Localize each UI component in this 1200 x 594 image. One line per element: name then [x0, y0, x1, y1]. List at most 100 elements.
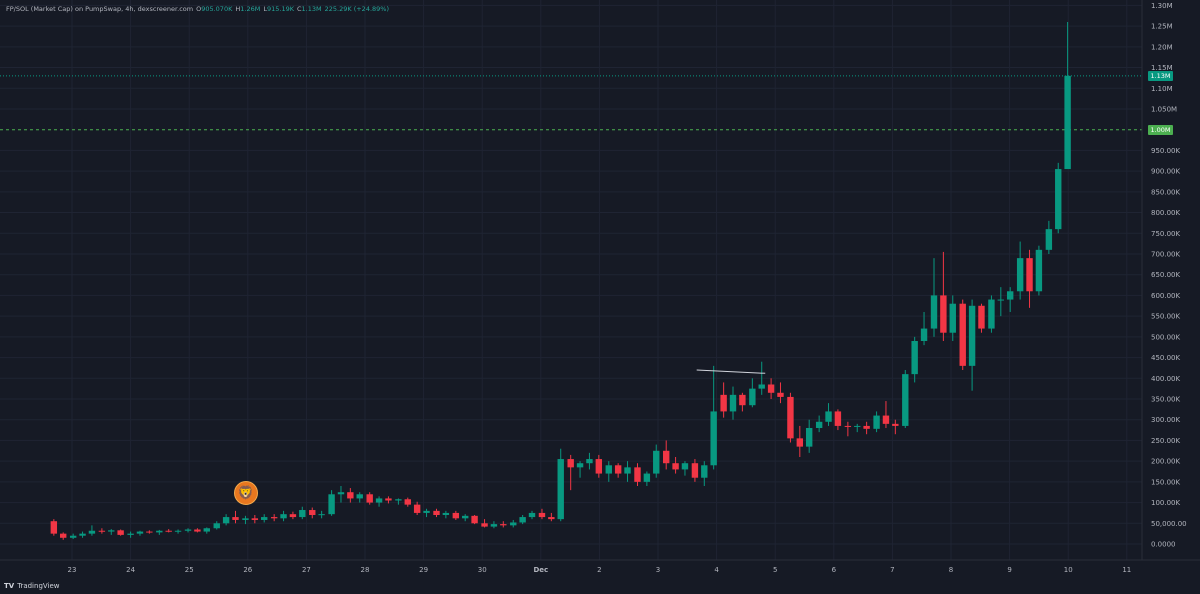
candle — [452, 510, 460, 520]
y-tick-label: 600.00K — [1151, 292, 1180, 300]
x-tick-label: 2 — [597, 566, 601, 574]
candle — [1045, 220, 1053, 254]
candle-body — [385, 498, 392, 501]
candle — [825, 403, 832, 426]
y-tick-label: 1.25M — [1151, 23, 1173, 31]
candle — [930, 258, 938, 337]
candle-body — [997, 299, 1005, 301]
candle-body — [471, 515, 478, 524]
candle — [844, 421, 852, 437]
candle-body — [834, 411, 842, 426]
candle-body — [232, 517, 239, 520]
candle — [127, 531, 134, 538]
candle-body — [815, 421, 823, 428]
candle-body — [510, 522, 517, 526]
candle-body — [701, 465, 708, 478]
candle-body — [749, 388, 756, 406]
x-tick-label: 25 — [185, 566, 194, 574]
candle — [146, 530, 153, 534]
candle-body — [739, 394, 746, 406]
candle-body — [452, 512, 460, 519]
candle-body — [404, 499, 411, 505]
candle — [997, 287, 1005, 317]
candle-body — [174, 530, 182, 532]
candle-body — [595, 459, 603, 474]
candle — [1035, 245, 1043, 296]
y-tick-label: 450.00K — [1151, 354, 1180, 362]
candle-body — [825, 411, 832, 422]
tradingview-branding[interactable]: TV TradingView — [4, 582, 60, 590]
symbol-title: FP/SOL (Market Cap) on PumpSwap, 4h, dex… — [6, 5, 194, 13]
x-tick-label: 26 — [243, 566, 252, 574]
candle — [462, 514, 469, 522]
candle — [796, 425, 804, 457]
time-axis[interactable]: 23 24 25 26 27 28 29 30 Dec 2 3 4 5 6 7 8 9 10 11 — [68, 566, 1132, 574]
candle — [882, 401, 890, 428]
candle-body — [1016, 258, 1024, 292]
y-tick-label: 400.00K — [1151, 375, 1180, 383]
candle-body — [1035, 249, 1043, 292]
candle — [366, 492, 373, 505]
candle — [423, 508, 430, 518]
candle — [538, 508, 546, 520]
x-tick-label: 3 — [656, 566, 660, 574]
candle — [634, 463, 641, 486]
x-tick-label: 27 — [302, 566, 311, 574]
y-tick-label: 1.15M — [1151, 64, 1173, 72]
x-tick-label: 10 — [1064, 566, 1073, 574]
candle — [749, 378, 756, 408]
candle — [567, 454, 574, 491]
candle-body — [767, 384, 775, 393]
candle — [232, 510, 239, 524]
candle — [710, 365, 717, 470]
candle-body — [375, 498, 383, 503]
candle — [1026, 249, 1033, 308]
candle — [701, 461, 708, 486]
x-tick-label: 30 — [478, 566, 487, 574]
lion-avatar-icon[interactable]: 🦁 — [234, 481, 258, 505]
candle — [691, 459, 699, 482]
candle-body — [968, 305, 976, 366]
candle-body — [988, 299, 995, 329]
candle — [481, 519, 488, 528]
candle-body — [184, 529, 192, 531]
candle — [920, 311, 928, 346]
candle-body — [663, 450, 670, 464]
candle-body — [538, 512, 546, 518]
y-tick-label: 1.10M — [1151, 85, 1173, 93]
candle-body — [299, 510, 306, 518]
candle — [576, 461, 584, 478]
candle — [854, 423, 861, 433]
candle — [117, 529, 124, 536]
price-axis[interactable]: 1.30M 1.25M 1.20M 1.15M 1.10M 1.050M 950.00K 90… — [1151, 2, 1187, 549]
candle — [720, 382, 727, 418]
candle — [548, 512, 555, 522]
candle — [949, 295, 956, 341]
candle-body — [643, 473, 651, 482]
grid — [0, 0, 1142, 560]
candle — [261, 514, 268, 523]
candle-body — [567, 459, 574, 468]
candle-body — [863, 425, 870, 429]
candle — [404, 497, 411, 507]
candle-body — [691, 463, 699, 478]
tradingview-logo-icon: TV — [4, 582, 15, 590]
candle — [318, 510, 325, 519]
candle-body — [280, 514, 287, 519]
candle-body — [366, 494, 373, 503]
candle — [873, 411, 880, 433]
candles — [50, 21, 1071, 540]
candle-body — [710, 411, 717, 466]
x-tick-label: 4 — [714, 566, 719, 574]
candle — [605, 461, 612, 482]
candle — [413, 501, 421, 515]
candle-body — [729, 394, 737, 412]
trendline[interactable] — [696, 369, 766, 374]
candle — [203, 527, 210, 534]
candle-body — [519, 517, 526, 523]
candle-body — [911, 340, 918, 375]
candle — [79, 531, 86, 538]
candle-body — [978, 305, 985, 329]
x-tick-label: 9 — [1007, 566, 1011, 574]
